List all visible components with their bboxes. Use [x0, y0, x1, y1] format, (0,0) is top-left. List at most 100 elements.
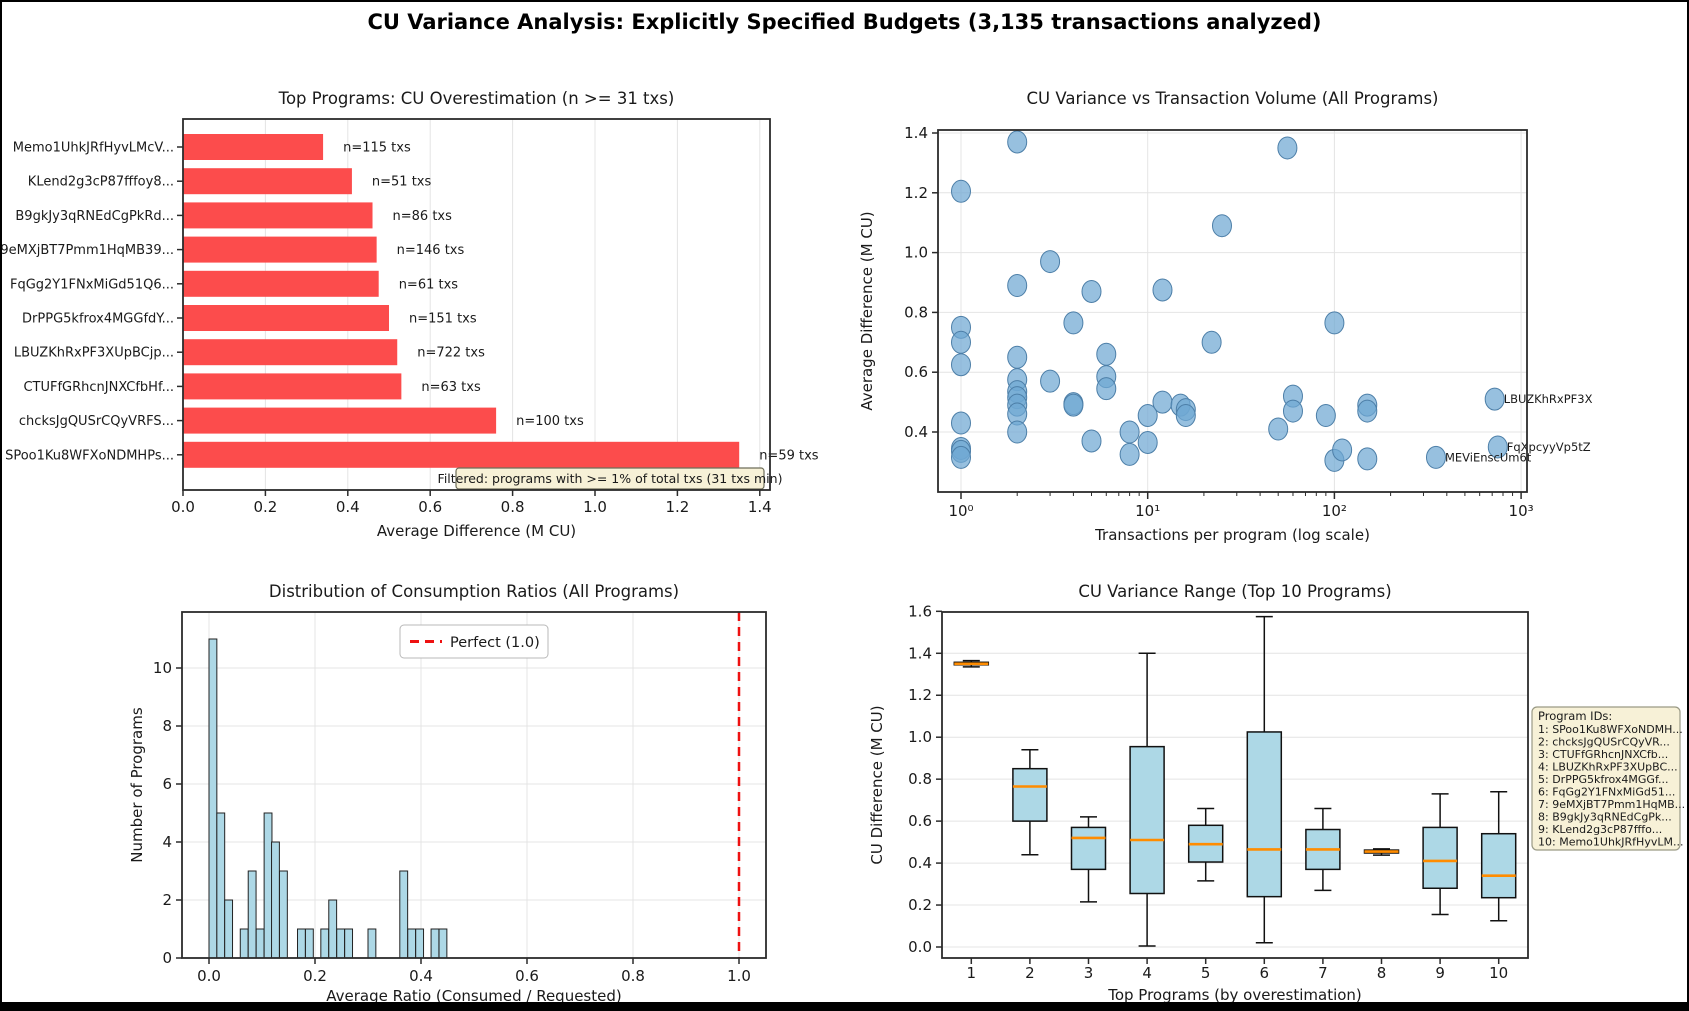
- bar: [183, 339, 398, 366]
- program-ids-legend-box: [1531, 706, 1681, 851]
- scatter-point: [1007, 273, 1028, 297]
- boxplot-panel: CU Variance Range (Top 10 Programs) 0.0 0.…: [868, 582, 1685, 1004]
- hist-bar: [367, 928, 377, 959]
- hist-bar: [320, 928, 330, 959]
- x-axis-label: Average Ratio (Consumed / Requested): [326, 987, 621, 1005]
- hist-bar: [263, 812, 273, 959]
- x-tick-label: 10¹: [1135, 502, 1160, 520]
- scatter-point: [1152, 390, 1173, 414]
- n-txs-label: n=86 txs: [393, 209, 453, 224]
- y-tick-label: 1.6: [908, 602, 932, 620]
- legend-box: [399, 624, 549, 659]
- filter-annotation-text: Filtered: programs with >= 1% of total t…: [438, 471, 783, 486]
- x-tick-label: 8: [1377, 964, 1387, 982]
- scatter-point: [1007, 420, 1028, 444]
- scatter-point: [1268, 417, 1289, 441]
- x-tick-label: 1.0: [583, 498, 607, 516]
- hist-bar: [430, 928, 440, 959]
- hist-bar: [344, 928, 354, 959]
- point-annotation: LBUZKhRxPF3X: [1504, 392, 1593, 406]
- program-label: FqGg2Y1FNxMiGd51Q6...: [10, 277, 174, 292]
- bar-chart-title: Top Programs: CU Overestimation (n >= 31…: [278, 89, 675, 108]
- program-label: DrPPG5kfrox4MGGfdY...: [22, 312, 174, 327]
- n-txs-label: n=100 txs: [516, 414, 584, 429]
- scatter-point: [1484, 387, 1505, 411]
- hist-bar: [415, 928, 425, 959]
- hist-bar: [216, 812, 226, 959]
- hist-bar: [278, 870, 288, 959]
- x-tick-label: 0.4: [336, 498, 360, 516]
- program-label: KLend2g3cP87fffoy8...: [28, 175, 174, 190]
- bar: [183, 236, 377, 263]
- n-txs-label: n=59 txs: [759, 448, 819, 463]
- bar-chart-panel: Top Programs: CU Overestimation (n >= 31…: [0, 89, 818, 540]
- y-tick-label: 8: [162, 717, 172, 735]
- scatter-point: [1315, 404, 1336, 428]
- y-tick-label: 0.2: [908, 896, 932, 914]
- box: [1129, 745, 1165, 895]
- hist-bar: [297, 928, 306, 959]
- x-tick-label: 1: [967, 964, 977, 982]
- bottom-black-bar: [0, 1002, 1689, 1011]
- x-tick-label: 7: [1318, 964, 1328, 982]
- scatter-point: [951, 353, 971, 377]
- y-tick-label: 1.4: [904, 124, 928, 142]
- program-id-item: 5: DrPPG5kfrox4MGGf...: [1538, 773, 1669, 786]
- n-txs-label: n=146 txs: [397, 243, 465, 258]
- program-id-item: 10: Memo1UhkJRfHyvLM...: [1538, 836, 1683, 849]
- n-txs-label: n=51 txs: [372, 175, 432, 190]
- x-tick-label: 0.2: [303, 967, 327, 985]
- n-txs-label: n=151 txs: [409, 312, 477, 327]
- hist-bar: [399, 870, 409, 959]
- bar: [183, 441, 740, 468]
- boxplot-title: CU Variance Range (Top 10 Programs): [1078, 582, 1391, 601]
- scatter-panel: CU Variance vs Transaction Volume (All P…: [858, 89, 1593, 544]
- n-txs-label: n=115 txs: [343, 141, 411, 156]
- hist-bar: [239, 928, 249, 959]
- scatter-point: [1040, 369, 1061, 393]
- figure-title: CU Variance Analysis: Explicitly Specifi…: [367, 10, 1322, 34]
- hist-bar: [336, 928, 346, 959]
- x-tick-label: 0.4: [409, 967, 433, 985]
- hist-bar: [407, 928, 417, 959]
- x-tick-label: 0.8: [501, 498, 525, 516]
- scatter-point: [1211, 214, 1232, 238]
- axes-frame: [937, 129, 1528, 493]
- program-id-item: 8: B9gkJy3qRNEdCgPk...: [1538, 811, 1672, 824]
- scatter-point: [951, 179, 971, 203]
- hist-bar: [304, 928, 314, 959]
- x-tick-label: 0.6: [418, 498, 442, 516]
- scatter-point: [1201, 330, 1222, 354]
- legend-label: Perfect (1.0): [450, 635, 540, 651]
- scatter-point: [1487, 435, 1508, 459]
- x-tick-label: 0.6: [515, 967, 539, 985]
- y-tick-label: 0.8: [904, 303, 928, 321]
- n-txs-label: n=722 txs: [417, 346, 485, 361]
- program-label: B9gkJy3qRNEdCgPkRd...: [15, 209, 174, 224]
- program-id-item: 9: KLend2g3cP87fffo...: [1538, 823, 1662, 836]
- y-tick-label: 0: [162, 949, 172, 967]
- scatter-point: [1277, 136, 1298, 160]
- scatter-point: [1096, 377, 1117, 401]
- scatter-point: [1063, 311, 1084, 335]
- program-label: SPoo1Ku8WFXoNDMHPs...: [5, 448, 174, 463]
- program-id-item: 6: FqGg2Y1FNxMiGd51...: [1538, 786, 1675, 799]
- box: [1012, 767, 1048, 822]
- scatter-point: [1081, 429, 1102, 453]
- x-tick-label: 1.0: [727, 967, 751, 985]
- program-label: 9eMXjBT7Pmm1HqMB39...: [0, 243, 174, 258]
- y-tick-label: 1.2: [904, 184, 928, 202]
- program-id-item: 4: LBUZKhRxPF3XUpBC...: [1538, 761, 1678, 774]
- histogram-panel: Distribution of Consumption Ratios (All …: [128, 582, 767, 1005]
- x-tick-label: 2: [1025, 964, 1035, 982]
- scatter-point: [1324, 311, 1345, 335]
- y-tick-label: 1.2: [908, 686, 932, 704]
- program-label: LBUZKhRxPF3XUpBCjp...: [14, 346, 174, 361]
- program-label: Memo1UhkJRfHyvLMcV...: [13, 141, 174, 156]
- scatter-point: [1175, 404, 1196, 428]
- y-tick-label: 6: [162, 775, 172, 793]
- scatter-point: [1152, 278, 1173, 302]
- scatter-point: [1063, 393, 1084, 417]
- x-tick-label: 10²: [1322, 502, 1347, 520]
